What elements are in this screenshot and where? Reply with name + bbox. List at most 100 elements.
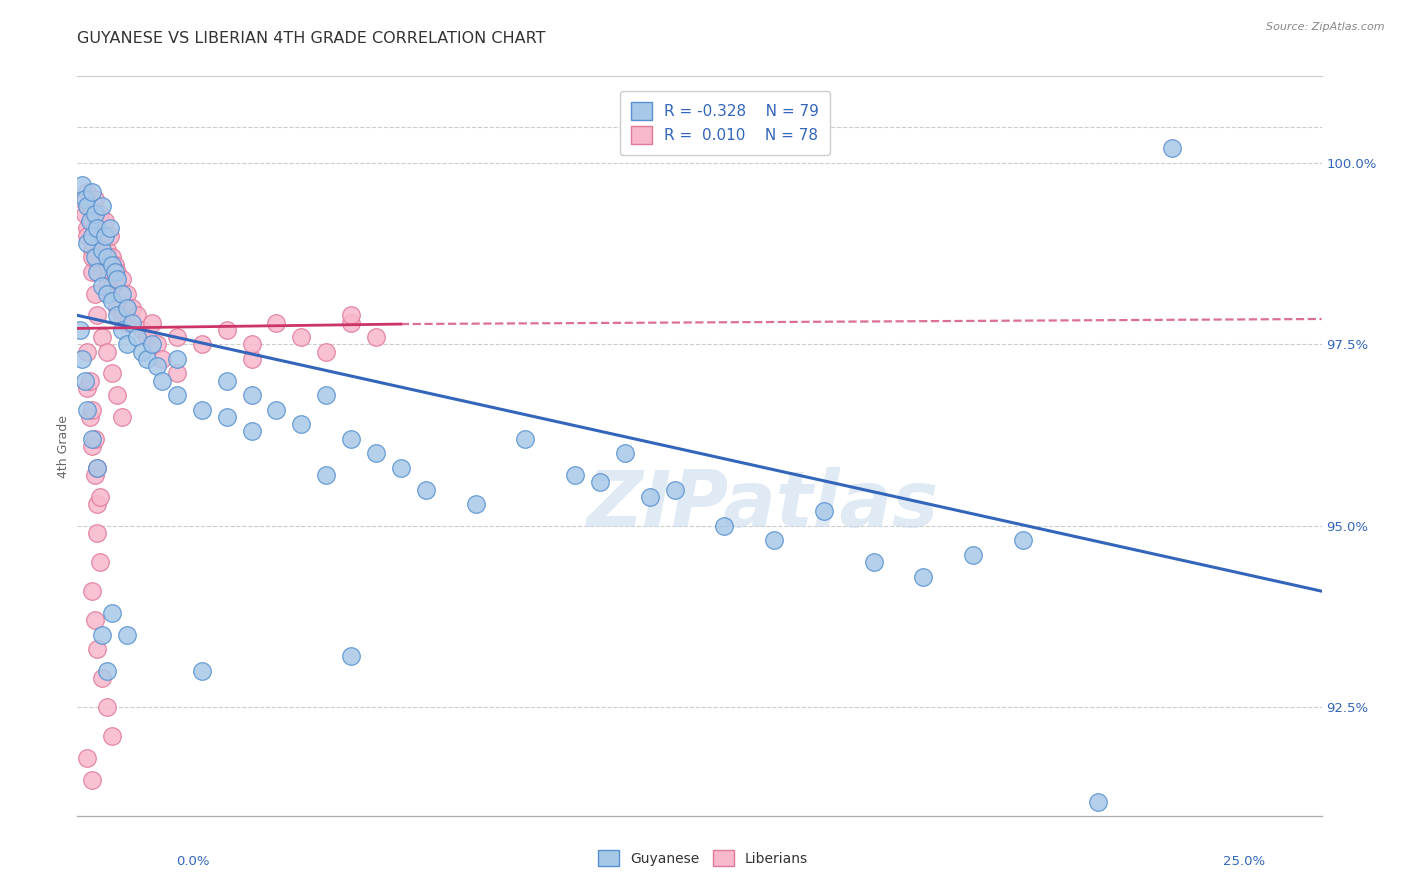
- Point: [91, 235, 114, 250]
- Point: [115, 628, 138, 642]
- Point: [82, 243, 104, 257]
- Point: [104, 265, 127, 279]
- Point: [912, 569, 935, 583]
- Point: [962, 548, 984, 562]
- Point: [101, 606, 124, 620]
- Point: [364, 330, 387, 344]
- Point: [166, 330, 188, 344]
- Point: [89, 490, 111, 504]
- Point: [340, 316, 363, 330]
- Point: [91, 243, 114, 257]
- Point: [101, 258, 124, 272]
- Point: [72, 192, 94, 206]
- Point: [713, 519, 735, 533]
- Point: [125, 330, 148, 344]
- Point: [83, 286, 105, 301]
- Point: [76, 235, 98, 250]
- Point: [91, 671, 114, 685]
- Point: [96, 664, 118, 678]
- Point: [83, 192, 105, 206]
- Point: [121, 301, 143, 315]
- Point: [141, 316, 163, 330]
- Point: [131, 344, 153, 359]
- Point: [150, 351, 173, 366]
- Point: [215, 409, 238, 424]
- Point: [101, 250, 124, 264]
- Point: [76, 381, 98, 395]
- Point: [72, 178, 94, 192]
- Point: [91, 628, 114, 642]
- Point: [79, 409, 101, 424]
- Point: [79, 374, 101, 388]
- Point: [101, 293, 124, 308]
- Point: [111, 286, 134, 301]
- Point: [86, 526, 108, 541]
- Point: [82, 439, 104, 453]
- Point: [82, 402, 104, 417]
- Point: [96, 243, 118, 257]
- Point: [564, 468, 586, 483]
- Point: [93, 214, 115, 228]
- Point: [664, 483, 686, 497]
- Point: [73, 207, 96, 221]
- Point: [86, 642, 108, 657]
- Point: [146, 359, 169, 373]
- Point: [763, 533, 786, 548]
- Point: [415, 483, 437, 497]
- Point: [101, 367, 124, 381]
- Point: [96, 344, 118, 359]
- Point: [121, 316, 143, 330]
- Point: [315, 344, 337, 359]
- Point: [191, 664, 214, 678]
- Point: [83, 432, 105, 446]
- Point: [82, 228, 104, 243]
- Point: [89, 207, 111, 221]
- Point: [86, 228, 108, 243]
- Point: [315, 388, 337, 402]
- Point: [340, 309, 363, 323]
- Legend: R = -0.328    N = 79, R =  0.010    N = 78: R = -0.328 N = 79, R = 0.010 N = 78: [620, 91, 830, 155]
- Text: 25.0%: 25.0%: [1223, 855, 1265, 868]
- Point: [79, 214, 101, 228]
- Point: [82, 265, 104, 279]
- Point: [76, 221, 98, 235]
- Point: [266, 316, 288, 330]
- Point: [105, 309, 128, 323]
- Point: [115, 286, 138, 301]
- Point: [91, 199, 114, 213]
- Point: [83, 207, 105, 221]
- Point: [76, 185, 98, 199]
- Point: [76, 751, 98, 765]
- Point: [86, 258, 108, 272]
- Point: [83, 613, 105, 627]
- Point: [515, 432, 537, 446]
- Point: [111, 309, 134, 323]
- Point: [240, 388, 263, 402]
- Point: [125, 309, 148, 323]
- Point: [86, 221, 108, 235]
- Point: [240, 337, 263, 351]
- Point: [166, 388, 188, 402]
- Point: [101, 279, 124, 293]
- Point: [86, 309, 108, 323]
- Point: [340, 432, 363, 446]
- Point: [340, 649, 363, 664]
- Point: [364, 446, 387, 460]
- Point: [115, 337, 138, 351]
- Point: [105, 301, 128, 315]
- Point: [72, 351, 94, 366]
- Point: [96, 700, 118, 714]
- Point: [96, 250, 118, 264]
- Point: [86, 460, 108, 475]
- Point: [638, 490, 661, 504]
- Point: [82, 584, 104, 599]
- Point: [83, 468, 105, 483]
- Point: [76, 344, 98, 359]
- Point: [86, 265, 108, 279]
- Point: [215, 323, 238, 337]
- Point: [240, 425, 263, 439]
- Point: [82, 250, 104, 264]
- Point: [86, 460, 108, 475]
- Point: [91, 265, 114, 279]
- Point: [105, 272, 128, 286]
